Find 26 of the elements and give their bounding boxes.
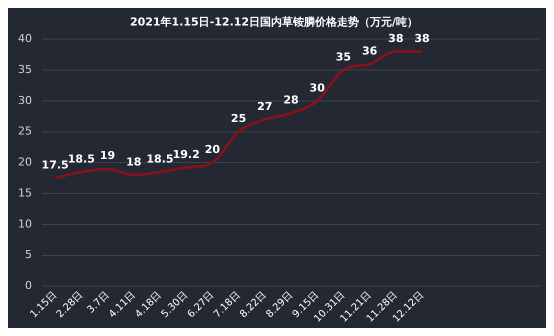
data-label: 30 — [310, 81, 326, 94]
data-label: 19 — [100, 149, 116, 162]
data-label: 25 — [230, 112, 246, 126]
y-tick-label: 30 — [18, 94, 32, 107]
data-label: 19.2 — [172, 148, 200, 161]
y-tick-label: 40 — [18, 32, 32, 46]
data-label: 18.5 — [146, 152, 174, 166]
data-label: 38 — [414, 32, 430, 45]
data-label: 18 — [126, 155, 142, 168]
y-tick-label: 0 — [24, 279, 32, 292]
data-label: 35 — [336, 50, 352, 64]
data-label: 28 — [283, 94, 299, 107]
y-tick-label: 25 — [18, 124, 32, 138]
y-tick-label: 10 — [18, 217, 32, 230]
y-tick-label: 35 — [18, 62, 32, 76]
data-label: 36 — [362, 44, 378, 58]
chart-title: 2021年1.15日-12.12日国内草铵膦价格走势（万元/吨） — [130, 15, 418, 28]
data-label: 20 — [204, 143, 220, 156]
y-tick-label: 15 — [18, 186, 32, 200]
y-tick-label: 5 — [24, 248, 32, 262]
data-label: 17.5 — [42, 158, 69, 172]
data-label: 27 — [257, 100, 272, 113]
data-label: 18.5 — [68, 152, 95, 166]
y-tick-label: 20 — [18, 156, 32, 169]
data-label: 38 — [388, 32, 404, 45]
x-tick-label: 3.7日 — [85, 290, 112, 316]
